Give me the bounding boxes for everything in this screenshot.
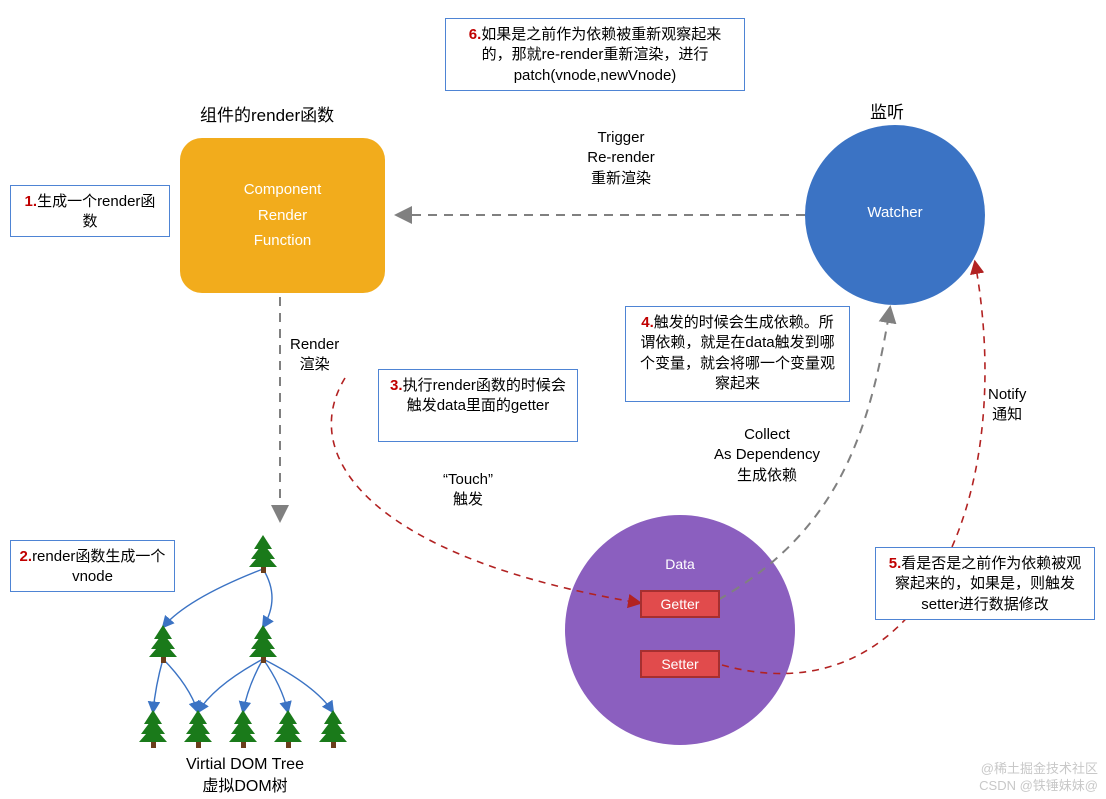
notify-l1: Notify	[988, 385, 1026, 405]
component-render-function-node: Component Render Function	[180, 138, 385, 293]
edge-label-touch: “Touch” 触发	[443, 470, 493, 511]
setter-box: Setter	[640, 650, 720, 678]
callout-6-num: 6.	[469, 26, 482, 43]
edge-label-trigger: Trigger Re-render 重新渲染	[556, 128, 686, 189]
callout-3: 3.执行render函数的时候会触发data里面的getter	[378, 369, 578, 442]
getter-box: Getter	[640, 590, 720, 618]
callout-3-num: 3.	[390, 377, 403, 394]
collect-l2: As Dependency	[687, 445, 847, 465]
render-l2: 渲染	[290, 355, 339, 375]
callout-1-num: 1.	[25, 193, 38, 210]
trigger-l1: Trigger	[556, 128, 686, 148]
component-label-3: Function	[244, 228, 322, 254]
vdom-l2: 虚拟DOM树	[145, 776, 345, 798]
vdom-l1: Virtial DOM Tree	[145, 754, 345, 776]
callout-6: 6.如果是之前作为依赖被重新观察起来的，那就re-render重新渲染，进行pa…	[445, 18, 745, 91]
trigger-l3: 重新渲染	[556, 169, 686, 189]
component-title: 组件的render函数	[200, 105, 334, 128]
edge-label-collect: Collect As Dependency 生成依赖	[687, 425, 847, 486]
callout-2-text: render函数生成一个vnode	[32, 548, 165, 585]
callout-5-text: 看是否是之前作为依赖被观察起来的，如果是，则触发setter进行数据修改	[895, 555, 1081, 613]
trigger-l2: Re-render	[556, 148, 686, 168]
getter-label: Getter	[661, 596, 700, 612]
callout-5: 5.看是否是之前作为依赖被观察起来的，如果是，则触发setter进行数据修改	[875, 547, 1095, 620]
callout-4: 4.触发的时候会生成依赖。所谓依赖，就是在data触发到哪个变量，就会将哪一个变…	[625, 306, 850, 402]
watcher-node-label: Watcher	[850, 203, 940, 223]
watermark-l2: CSDN @铁锤妹妹@	[979, 777, 1098, 795]
callout-5-num: 5.	[889, 555, 902, 572]
render-l1: Render	[290, 335, 339, 355]
setter-label: Setter	[661, 656, 698, 672]
touch-l2: 触发	[443, 490, 493, 510]
vdom-tree-label: Virtial DOM Tree 虚拟DOM树	[145, 754, 345, 797]
watcher-title: 监听	[870, 102, 904, 125]
callout-2: 2.render函数生成一个vnode	[10, 540, 175, 592]
callout-4-text: 触发的时候会生成依赖。所谓依赖，就是在data触发到哪个变量，就会将哪一个变量观…	[640, 314, 835, 392]
watermark-l1: @稀土掘金技术社区	[979, 760, 1098, 778]
callout-4-num: 4.	[641, 314, 654, 331]
edge-label-render: Render 渲染	[290, 335, 339, 376]
component-label-2: Render	[244, 203, 322, 229]
collect-l3: 生成依赖	[687, 466, 847, 486]
callout-6-text: 如果是之前作为依赖被重新观察起来的，那就re-render重新渲染，进行patc…	[481, 26, 721, 84]
callout-2-num: 2.	[20, 548, 33, 565]
data-node-label: Data	[650, 555, 710, 574]
edge-label-notify: Notify 通知	[988, 385, 1026, 426]
touch-l1: “Touch”	[443, 470, 493, 490]
collect-l1: Collect	[687, 425, 847, 445]
watermark: @稀土掘金技术社区 CSDN @铁锤妹妹@	[979, 760, 1098, 795]
callout-1-text: 生成一个render函数	[37, 193, 155, 230]
callout-1: 1.生成一个render函数	[10, 185, 170, 237]
notify-l2: 通知	[988, 405, 1026, 425]
callout-3-text: 执行render函数的时候会触发data里面的getter	[403, 377, 566, 414]
component-label-1: Component	[244, 177, 322, 203]
